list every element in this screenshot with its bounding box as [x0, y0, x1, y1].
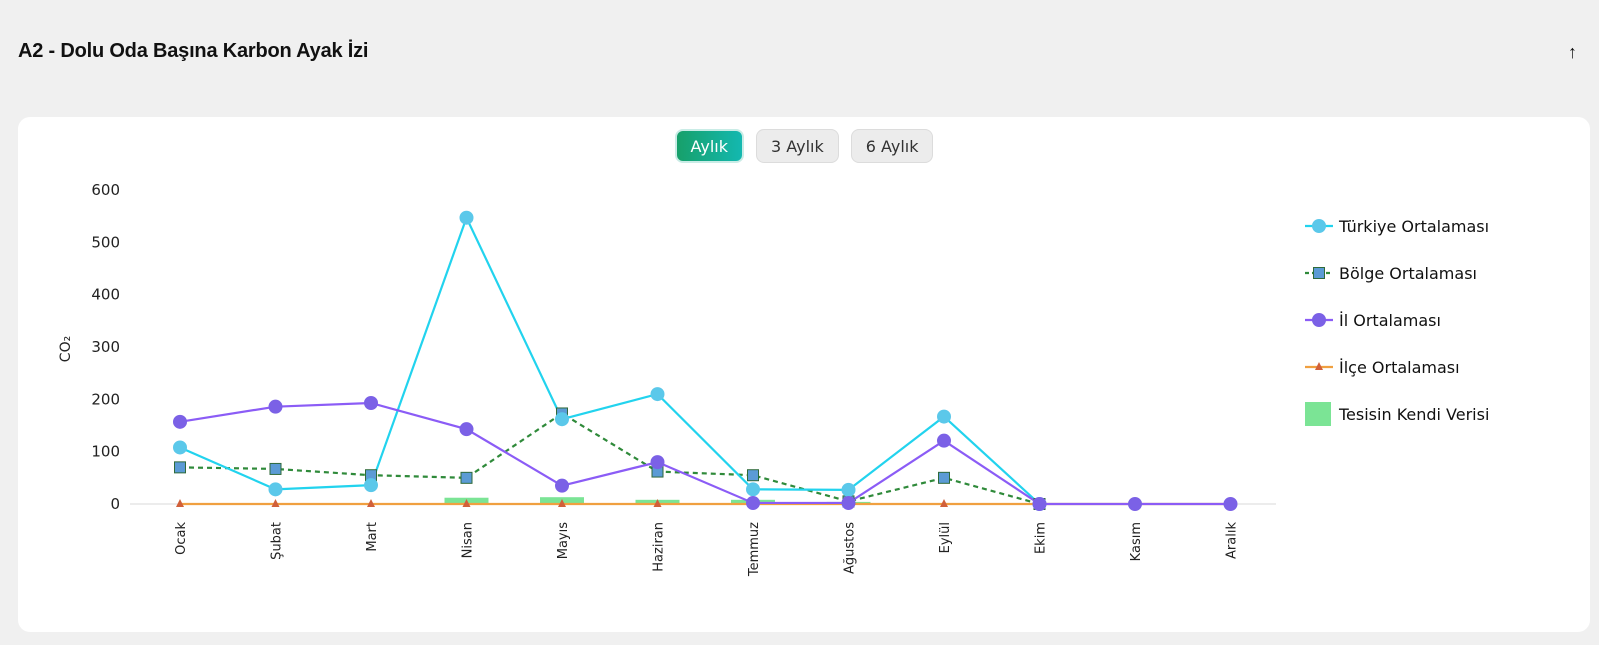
legend-label: Bölge Ortalaması: [1339, 264, 1477, 283]
point-turkiye: [746, 482, 760, 497]
x-tick-label: Eylül: [938, 522, 953, 553]
legend-label: Türkiye Ortalaması: [1338, 217, 1489, 236]
legend-label: Tesisin Kendi Verisi: [1338, 405, 1489, 424]
series-line-bolge: [179, 412, 1040, 506]
point-il: [937, 433, 951, 448]
point-turkiye: [173, 440, 187, 455]
y-tick-label: 600: [91, 181, 120, 199]
legend-swatch-tesis: [1305, 402, 1331, 426]
x-tick-label: Mart: [365, 522, 380, 552]
point-bolge: [269, 462, 282, 475]
legend-marker: [1313, 267, 1325, 279]
x-tick-label: Nisan: [461, 522, 476, 558]
series-line-turkiye: [179, 214, 1041, 505]
x-tick-label: Temmuz: [747, 522, 762, 577]
x-tick-label: Kasım: [1129, 522, 1144, 561]
legend-label: İlçe Ortalaması: [1339, 358, 1460, 377]
point-il: [1032, 497, 1047, 511]
point-il: [555, 478, 569, 493]
point-ilce: [558, 499, 566, 507]
y-tick-label: 400: [91, 286, 120, 304]
point-bolge: [938, 471, 950, 484]
y-tick-label: 500: [91, 233, 120, 251]
point-il: [841, 495, 856, 510]
tab-quarterly[interactable]: 3 Aylık: [755, 129, 839, 163]
point-il: [650, 455, 665, 470]
tab-monthly[interactable]: Aylık: [674, 129, 744, 163]
legend-marker: [1312, 219, 1326, 233]
point-ilce: [653, 499, 662, 507]
point-bolge: [174, 461, 186, 474]
point-il: [364, 395, 378, 410]
point-il: [746, 495, 760, 510]
x-tick-label: Ocak: [174, 522, 189, 555]
point-ilce: [462, 499, 471, 507]
section-header: A2 - Dolu Oda Başına Karbon Ayak İzi ↑: [0, 0, 1599, 110]
x-tick-label: Aralık: [1225, 522, 1240, 559]
legend-marker: [1315, 362, 1323, 370]
point-il: [1128, 497, 1142, 511]
point-il: [459, 422, 474, 437]
x-tick-label: Ekim: [1034, 522, 1049, 554]
y-tick-label: 0: [110, 495, 120, 513]
point-il: [268, 399, 283, 414]
x-tick-label: Şubat: [270, 522, 285, 560]
y-axis-label: CO₂: [58, 336, 74, 362]
point-turkiye: [937, 409, 951, 424]
y-tick-label: 100: [91, 443, 120, 461]
series-line-il: [179, 401, 1231, 506]
point-il: [1223, 497, 1238, 511]
chart-card: Aylık 3 Aylık 6 Aylık CO₂ Ocak Şubat Mart N…: [18, 117, 1590, 632]
legend-label: İl Ortalaması: [1339, 311, 1441, 330]
point-turkiye: [650, 387, 665, 402]
point-turkiye: [268, 482, 283, 497]
point-il: [173, 414, 187, 429]
point-ilce: [176, 499, 184, 507]
period-tabs: Aylık 3 Aylık 6 Aylık: [18, 129, 1590, 163]
point-bolge: [460, 471, 473, 484]
section-title: A2 - Dolu Oda Başına Karbon Ayak İzi: [18, 40, 369, 62]
point-turkiye: [555, 412, 569, 427]
legend-marker: [1312, 313, 1326, 327]
point-ilce: [271, 499, 280, 507]
point-ilce: [367, 499, 375, 507]
y-tick-label: 300: [91, 338, 120, 356]
point-turkiye: [459, 210, 474, 225]
line-chart: CO₂ Ocak Şubat Mart Nisan Mayıs Haziran Temmuz…: [58, 181, 1489, 577]
point-turkiye: [841, 482, 856, 497]
x-tick-label: Haziran: [652, 522, 667, 572]
point-bolge: [747, 469, 759, 482]
x-tick-label: Ağustos: [843, 522, 858, 574]
y-tick-label: 200: [91, 390, 120, 408]
tab-half-yearly[interactable]: 6 Aylık: [850, 129, 934, 163]
collapse-arrow-icon[interactable]: ↑: [1568, 42, 1577, 62]
point-turkiye: [364, 478, 378, 493]
point-ilce: [940, 499, 948, 507]
x-tick-label: Mayıs: [556, 522, 571, 559]
